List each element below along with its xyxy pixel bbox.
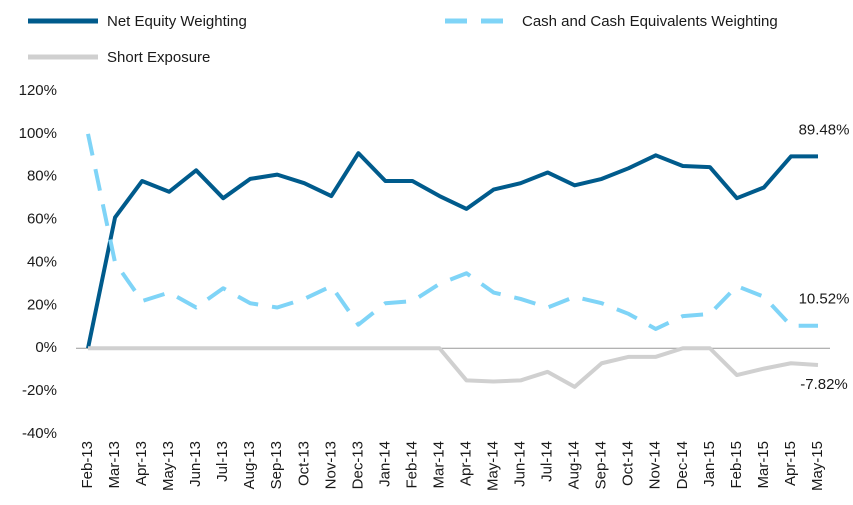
x-tick-label: May-15 [809, 441, 826, 491]
x-tick-label: Apr-15 [782, 441, 799, 486]
x-tick-label: Jul-14 [539, 441, 556, 482]
x-tick-label: Mar-13 [106, 441, 123, 489]
data-label: 89.48% [799, 121, 850, 138]
y-tick-label: 120% [19, 82, 57, 99]
x-tick-label: Sep-13 [268, 441, 285, 489]
x-tick-label: Nov-13 [322, 441, 339, 489]
x-tick-label: Sep-14 [593, 441, 610, 489]
series-line [88, 346, 819, 389]
x-tick-label: Jan-14 [376, 441, 393, 487]
data-label: 10.52% [799, 291, 850, 308]
y-tick-label: 60% [27, 211, 57, 228]
x-tick-label: Apr-14 [457, 441, 474, 486]
x-tick-label: Jun-14 [512, 441, 529, 487]
x-tick-label: Feb-14 [403, 441, 420, 489]
x-tick-label: Dec-13 [349, 441, 366, 489]
x-tick-label: Dec-14 [674, 441, 691, 489]
legend-label: Short Exposure [107, 49, 210, 66]
x-tick-label: Mar-15 [755, 441, 772, 489]
x-tick-label: Jan-15 [701, 441, 718, 487]
x-tick-label: Jul-13 [214, 441, 231, 482]
x-tick-label: Feb-13 [79, 441, 96, 489]
x-tick-label: Feb-15 [728, 441, 745, 489]
x-tick-label: Oct-13 [295, 441, 312, 486]
y-tick-label: 40% [27, 253, 57, 270]
y-tick-label: -40% [22, 425, 57, 442]
x-tick-label: May-13 [160, 441, 177, 491]
y-tick-label: 20% [27, 296, 57, 313]
y-tick-label: 80% [27, 168, 57, 185]
legend-label: Cash and Cash Equivalents Weighting [522, 13, 778, 30]
data-label: -7.82% [800, 376, 848, 393]
x-tick-label: Aug-13 [241, 441, 258, 489]
x-tick-label: Apr-13 [133, 441, 150, 486]
y-tick-label: 0% [35, 339, 57, 356]
y-tick-label: -20% [22, 382, 57, 399]
legend-label: Net Equity Weighting [107, 13, 247, 30]
series-line [86, 133, 818, 331]
x-tick-label: Nov-14 [647, 441, 664, 489]
series-line [86, 151, 818, 349]
x-tick-label: Oct-14 [620, 441, 637, 486]
x-tick-label: Mar-14 [430, 441, 447, 489]
x-tick-label: May-14 [485, 441, 502, 491]
x-tick-label: Aug-14 [566, 441, 583, 489]
x-tick-label: Jun-13 [187, 441, 204, 487]
y-tick-label: 100% [19, 125, 57, 142]
